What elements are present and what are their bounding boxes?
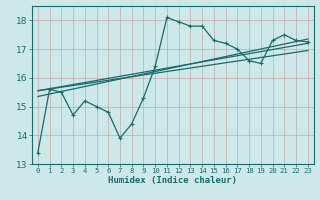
X-axis label: Humidex (Indice chaleur): Humidex (Indice chaleur) bbox=[108, 176, 237, 185]
